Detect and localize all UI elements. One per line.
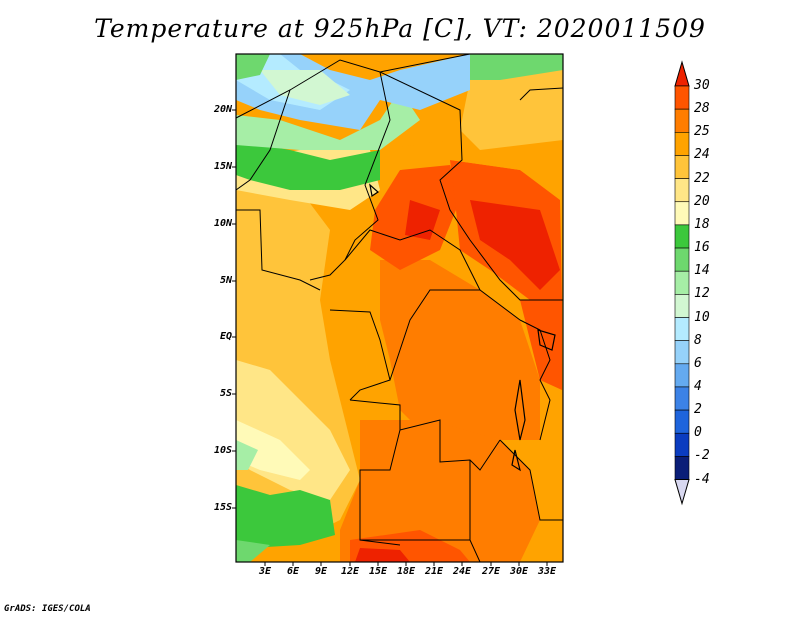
- lat-tick-label: 5N: [219, 275, 232, 286]
- colorbar-segment: [674, 201, 690, 226]
- lat-tick-marks: [232, 109, 236, 509]
- colorbar-segment: [674, 317, 690, 341]
- lat-tick-label: 20N: [213, 104, 232, 115]
- colorbar: [674, 60, 690, 506]
- colorbar-segment: [674, 409, 690, 434]
- colorbar-segment: [674, 363, 690, 388]
- lat-tick-label: 5S: [219, 388, 232, 399]
- colorbar-level-label: 4: [694, 378, 702, 394]
- colorbar-top-arrow: [674, 60, 690, 87]
- colorbar-level-label: 22: [694, 170, 710, 186]
- lon-tick-label: 3E: [258, 566, 272, 577]
- lon-tick-label: 33E: [537, 566, 557, 577]
- colorbar-bottom-arrow: [674, 479, 690, 506]
- lon-tick-label: 21E: [424, 566, 444, 577]
- colorbar-segment: [674, 178, 690, 203]
- lat-tick-label: 15N: [213, 161, 232, 172]
- colorbar-level-label: 6: [694, 355, 702, 371]
- lon-tick-label: 15E: [368, 566, 388, 577]
- grads-credit: GrADS: IGES/COLA: [4, 604, 91, 614]
- colorbar-segment: [674, 85, 690, 110]
- colorbar-level-label: 30: [694, 78, 710, 93]
- colorbar-segment: [674, 247, 690, 272]
- colorbar-segment: [674, 340, 690, 365]
- colorbar-level-label: 10: [694, 309, 710, 325]
- colorbar-segment: [674, 456, 690, 480]
- lon-tick-label: 6E: [286, 566, 300, 577]
- country-borders: [236, 54, 563, 562]
- colorbar-segment: [674, 155, 690, 179]
- colorbar-level-label: 24: [694, 147, 710, 163]
- colorbar-segment: [674, 108, 690, 133]
- colorbar-level-label: 12: [694, 286, 710, 302]
- colorbar-segment: [674, 270, 690, 295]
- colorbar-segment: [674, 224, 690, 249]
- lon-tick-label: 9E: [314, 566, 328, 577]
- colorbar-level-label: 14: [694, 263, 710, 279]
- lat-tick-label: EQ: [219, 331, 232, 342]
- colorbar-segment: [674, 132, 690, 156]
- colorbar-level-label: 2: [694, 402, 702, 418]
- colorbar-segment: [674, 294, 690, 318]
- lakes: [369, 183, 556, 472]
- colorbar-level-label: 28: [694, 101, 710, 117]
- lon-tick-label: 24E: [452, 566, 472, 577]
- temperature-field: [236, 54, 563, 562]
- map-title: Temperature at 925hPa [C], VT: 202001150…: [94, 14, 706, 43]
- lon-tick-label: 27E: [481, 566, 501, 577]
- lon-tick-label: 30E: [509, 566, 529, 577]
- colorbar-level-label: 8: [694, 332, 702, 348]
- colorbar-segment: [674, 432, 690, 457]
- lon-tick-marks: [264, 562, 548, 566]
- colorbar-level-label: 18: [694, 216, 710, 232]
- colorbar-segment: [674, 386, 690, 411]
- lat-tick-label: 10N: [213, 218, 232, 229]
- colorbar-level-label: 25: [694, 124, 710, 140]
- colorbar-level-label: 16: [694, 240, 710, 256]
- colorbar-level-label: 0: [694, 425, 702, 441]
- map-frame: [235, 53, 564, 563]
- colorbar-level-label: -4: [694, 471, 710, 487]
- lat-tick-label: 15S: [213, 502, 232, 513]
- colorbar-level-label: 20: [694, 193, 710, 209]
- lon-tick-label: 12E: [340, 566, 360, 577]
- colorbar-level-label: -2: [694, 448, 710, 464]
- lat-tick-label: 10S: [213, 445, 232, 456]
- lon-tick-label: 18E: [396, 566, 416, 577]
